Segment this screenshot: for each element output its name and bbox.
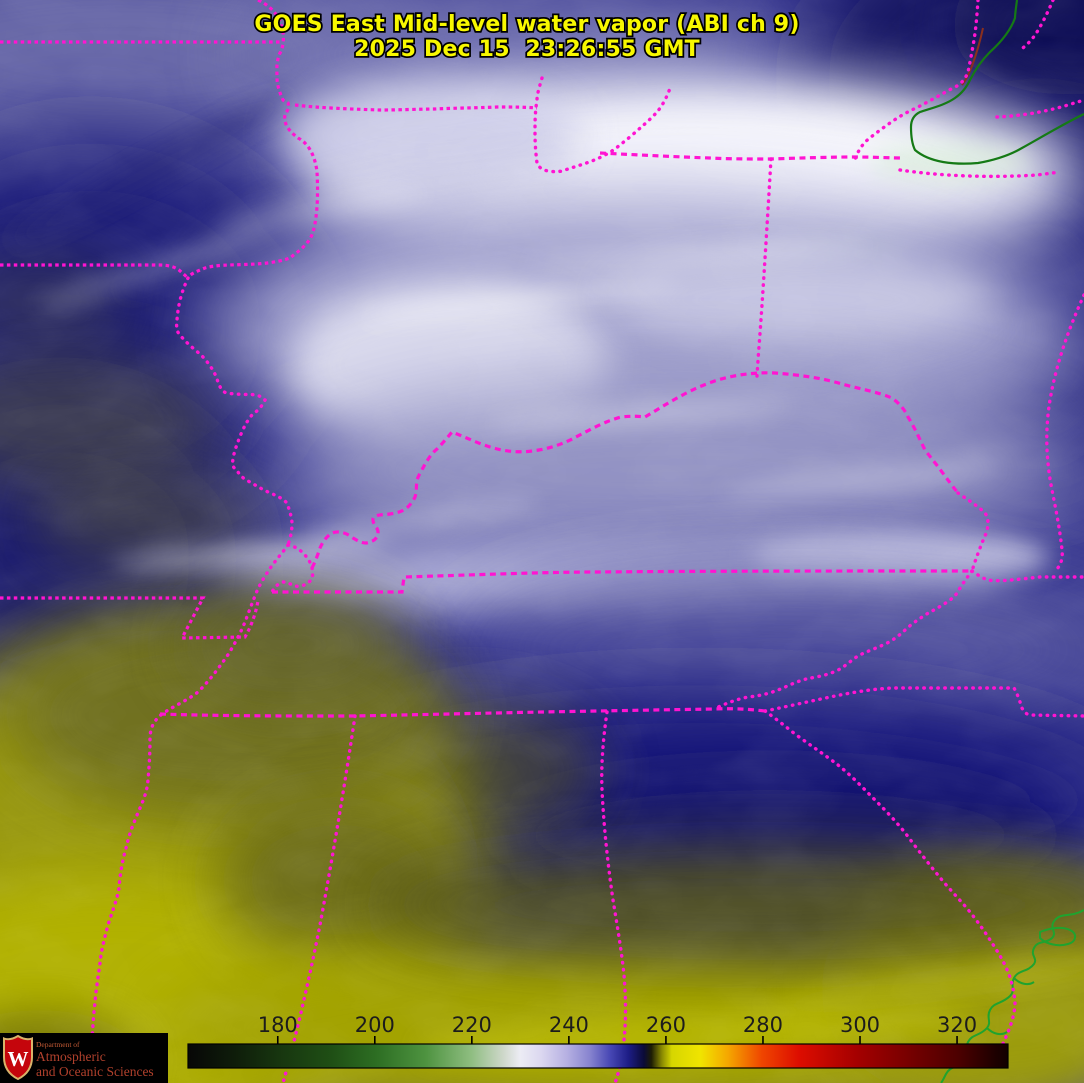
uw-crest-icon: W [3,1034,33,1081]
image-title: GOES East Mid-level water vapor (ABI ch … [254,12,799,37]
border-wisconsin-illinois [294,103,538,112]
border-ohio-river [310,371,960,569]
border-topright-3 [995,98,1084,119]
border-georgia-northcarolina [763,686,1084,718]
border-topright-2 [1018,0,1055,52]
border-right-edge-curve [1045,293,1084,572]
border-mississippi-river-upper [186,0,320,279]
logo-dept-prefix: Department of [36,1040,80,1049]
border-tennessee-south [159,707,766,718]
colorbar-tick-label: 300 [840,1013,880,1037]
border-mississippi-river-south [87,543,290,1083]
logo: W Department of Atmospheric and Oceanic … [0,1033,168,1083]
border-lake-michigan-shore [533,76,673,174]
logo-monogram: W [8,1047,29,1071]
border-lake-shore-dots [898,168,1062,179]
logo-dept-line2: and Oceanic Sciences [36,1064,154,1079]
logo-dept-line1: Atmospheric [36,1049,106,1064]
colorbar: 180 200 220 240 260 280 300 320 [187,1013,1009,1069]
coastline-lake-erie [909,0,1084,165]
border-indiana-ohio [755,157,773,378]
border-topright-1 [853,0,980,162]
colorbar-tick-label: 220 [452,1013,492,1037]
colorbar-tick-label: 260 [646,1013,686,1037]
colorbar-scale [187,1043,1009,1069]
highway-line [961,27,984,86]
colorbar-tick-label: 240 [549,1013,589,1037]
header: GOES East Mid-level water vapor (ABI ch … [253,10,801,64]
colorbar-tick-label: 200 [355,1013,395,1037]
border-mississippi-river-mid [174,276,294,547]
colorbar-tick-label: 320 [937,1013,977,1037]
border-kentucky-virginia [956,491,990,573]
colorbar-ticks: 180 200 220 240 260 280 300 320 [258,1013,977,1044]
border-alabama-georgia [600,710,628,1083]
border-tennessee-northcarolina [713,569,974,711]
border-kentucky-tennessee [272,569,973,594]
colorbar-tick-label: 280 [743,1013,783,1037]
border-mississippi-alabama [281,714,357,1083]
border-horizontal-mid [0,263,190,280]
border-horizontal-south [0,596,260,640]
border-georgia-southcarolina [763,709,1017,1062]
border-kentucky-tennessee-east [970,569,1084,583]
image-timestamp: 2025 Dec 15 23:26:55 GMT [354,37,700,62]
border-kentucky-bend-loop [270,543,315,594]
colorbar-tick-label: 180 [258,1013,298,1037]
